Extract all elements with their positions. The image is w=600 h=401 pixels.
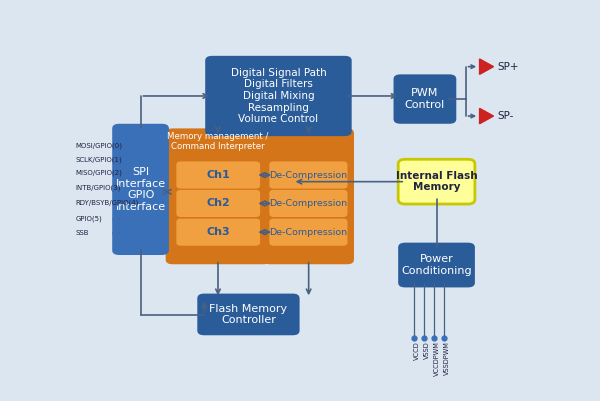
Text: De-Compression: De-Compression: [269, 199, 347, 208]
FancyBboxPatch shape: [176, 162, 260, 188]
Polygon shape: [479, 59, 493, 74]
Text: VCCDPWM: VCCDPWM: [434, 341, 440, 376]
FancyBboxPatch shape: [269, 190, 347, 217]
Text: Ch1: Ch1: [206, 170, 230, 180]
Text: SCLK/GPIO(1): SCLK/GPIO(1): [76, 156, 122, 162]
Text: INTB/GPIO(3): INTB/GPIO(3): [76, 184, 121, 191]
Text: MOSI/GPIO(0): MOSI/GPIO(0): [76, 142, 122, 149]
Text: MISO/GPIO(2): MISO/GPIO(2): [76, 170, 122, 176]
Text: Flash Memory
Controller: Flash Memory Controller: [209, 304, 287, 325]
Text: GPIO(5): GPIO(5): [76, 215, 102, 222]
FancyBboxPatch shape: [112, 124, 169, 255]
Text: PWM
Control: PWM Control: [405, 88, 445, 110]
Text: VSSD: VSSD: [424, 341, 430, 358]
FancyBboxPatch shape: [205, 56, 352, 136]
FancyBboxPatch shape: [269, 219, 347, 246]
Polygon shape: [479, 108, 493, 124]
FancyBboxPatch shape: [197, 294, 299, 335]
Text: De-Compression: De-Compression: [269, 228, 347, 237]
Text: Memory management /
Command Interpreter: Memory management / Command Interpreter: [167, 132, 269, 151]
Text: Ch3: Ch3: [206, 227, 230, 237]
FancyBboxPatch shape: [176, 190, 260, 217]
Text: Digital Signal Path
Digital Filters
Digital Mixing
Resampling
Volume Control: Digital Signal Path Digital Filters Digi…: [230, 68, 326, 124]
Text: SP+: SP+: [497, 62, 519, 72]
FancyBboxPatch shape: [398, 243, 475, 288]
Text: Power
Conditioning: Power Conditioning: [401, 254, 472, 276]
Text: RDY/BSYB/GPIO(4): RDY/BSYB/GPIO(4): [76, 200, 139, 207]
FancyBboxPatch shape: [269, 162, 347, 188]
Text: VCCD: VCCD: [413, 341, 419, 360]
FancyBboxPatch shape: [263, 128, 354, 264]
Text: VSSDPWM: VSSDPWM: [444, 341, 450, 375]
Text: SP-: SP-: [497, 111, 514, 121]
FancyBboxPatch shape: [166, 128, 271, 264]
Text: Internal Flash
Memory: Internal Flash Memory: [396, 171, 478, 192]
FancyBboxPatch shape: [398, 159, 475, 204]
Text: De-Compression: De-Compression: [269, 170, 347, 180]
FancyBboxPatch shape: [176, 219, 260, 246]
FancyBboxPatch shape: [394, 74, 456, 124]
Text: Ch2: Ch2: [206, 198, 230, 209]
Text: SPI
Interface
GPIO
Interface: SPI Interface GPIO Interface: [116, 167, 166, 212]
Text: SSB: SSB: [76, 231, 89, 236]
